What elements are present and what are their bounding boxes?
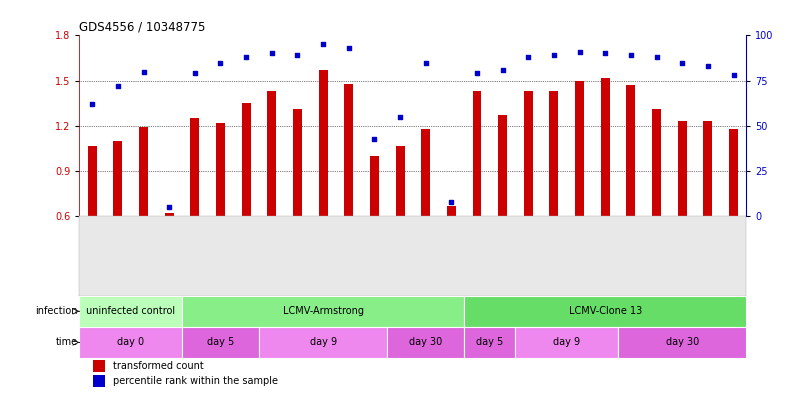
Bar [626,85,635,217]
Bar [182,296,464,327]
Text: uninfected control: uninfected control [86,306,175,316]
Bar [79,327,182,358]
Bar [395,145,404,217]
Text: infection: infection [36,306,78,316]
Point [111,83,124,89]
Point [86,101,98,107]
Bar [498,116,507,217]
Bar [652,109,661,217]
Bar [318,70,328,217]
Point [625,52,638,59]
Bar [464,327,515,358]
Point [240,54,252,60]
Bar [464,296,746,327]
Bar [164,213,174,217]
Bar [422,129,430,217]
Bar [447,206,456,217]
Bar [524,91,533,217]
Bar [345,84,353,217]
Bar [472,91,481,217]
Point [291,52,304,59]
Point [163,204,175,211]
Point [727,72,740,78]
Point [496,67,509,73]
Bar [191,118,199,217]
Bar [729,129,738,217]
Bar [618,327,746,358]
Text: time: time [56,337,78,347]
Bar [293,109,302,217]
Point [599,50,611,57]
Text: day 30: day 30 [665,337,699,347]
Bar [182,327,259,358]
Text: day 9: day 9 [553,337,580,347]
Bar [268,91,276,217]
Bar [241,103,251,217]
Point [188,70,201,77]
Bar [575,81,584,217]
Bar [139,127,148,217]
Point [342,45,355,51]
Bar [259,327,387,358]
Bar [88,145,97,217]
Text: percentile rank within the sample: percentile rank within the sample [113,376,278,386]
Text: LCMV-Armstrong: LCMV-Armstrong [283,306,364,316]
Point [471,70,484,77]
Point [137,68,150,75]
Bar [549,91,558,217]
Bar [93,375,105,387]
Bar [114,141,122,217]
Bar [370,156,379,217]
Point [419,59,432,66]
Bar [387,327,464,358]
Text: day 5: day 5 [207,337,234,347]
Point [368,136,381,142]
Point [317,41,330,48]
Bar [216,123,225,217]
Bar [601,78,610,217]
Point [676,59,688,66]
Point [650,54,663,60]
Point [394,114,407,120]
Text: day 30: day 30 [409,337,442,347]
Point [573,48,586,55]
Bar [703,121,712,217]
Text: LCMV-Clone 13: LCMV-Clone 13 [569,306,642,316]
Point [548,52,561,59]
Point [702,63,715,69]
Point [265,50,278,57]
Bar [515,327,618,358]
Bar [79,296,182,327]
Point [214,59,227,66]
Text: transformed count: transformed count [113,361,203,371]
Bar [678,121,687,217]
Text: day 9: day 9 [310,337,337,347]
Bar [93,360,105,372]
Text: day 0: day 0 [118,337,145,347]
Text: day 5: day 5 [476,337,503,347]
Text: GDS4556 / 10348775: GDS4556 / 10348775 [79,20,206,33]
Point [522,54,534,60]
Point [445,199,457,205]
